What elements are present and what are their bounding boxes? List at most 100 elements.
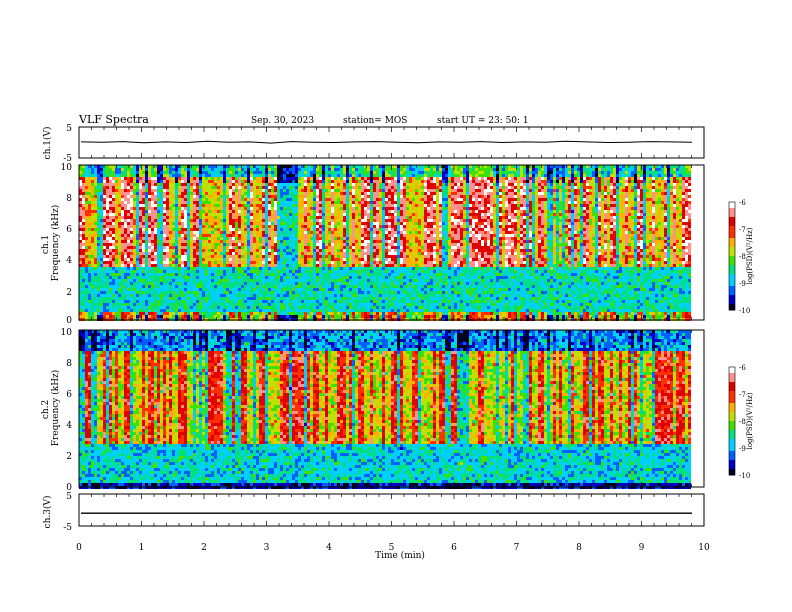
ch1-spectrogram-cell [139, 306, 142, 309]
ch1-spectrogram-cell [148, 189, 151, 192]
ch1-spectrogram-cell [265, 201, 268, 204]
ch1-spectrogram-cell [121, 264, 124, 267]
ch1-spectrogram-cell [199, 189, 202, 192]
ch1-spectrogram-cell [88, 291, 91, 294]
ch1-spectrogram-cell [121, 267, 124, 270]
ch1-spectrogram-cell [313, 252, 316, 255]
ch1-spectrogram-cell [112, 219, 115, 222]
ch1-spectrogram-cell [301, 261, 304, 264]
ch1-spectrogram-cell [166, 189, 169, 192]
ch1-spectrogram-cell [94, 183, 97, 186]
ch1-spectrogram-cell [181, 222, 184, 225]
ch1-spectrogram-cell [352, 315, 355, 318]
ch1-spectrogram-cell [220, 243, 223, 246]
ch1-spectrogram-cell [340, 279, 343, 282]
ch1-spectrogram-cell [337, 174, 340, 177]
ch1-spectrogram-cell [355, 216, 358, 219]
ch1-spectrogram-cell [199, 186, 202, 189]
ch1-spectrogram-cell [250, 198, 253, 201]
ch1-spectrogram-cell [268, 246, 271, 249]
ch1-spectrogram-cell [322, 276, 325, 279]
ch1-spectrogram-cell [157, 198, 160, 201]
ch1-spectrogram-cell [136, 216, 139, 219]
ch1-spectrogram-cell [256, 273, 259, 276]
ch1-spectrogram-cell [298, 207, 301, 210]
ch1-spectrogram-cell [157, 180, 160, 183]
ch1-spectrogram-cell [109, 315, 112, 318]
ch1-spectrogram-cell [175, 183, 178, 186]
ch1-spectrogram-cell [211, 291, 214, 294]
ch1-spectrogram-cell [328, 288, 331, 291]
ch1-spectrogram-cell [94, 312, 97, 315]
ch1-spectrogram-cell [163, 300, 166, 303]
ch1-spectrogram-cell [157, 225, 160, 228]
ch1-spectrogram-cell [277, 216, 280, 219]
ch1-spectrogram-cell [115, 171, 118, 174]
ch1-spectrogram-cell [112, 207, 115, 210]
ch1-spectrogram [79, 165, 704, 321]
ch1-spectrogram-cell [340, 297, 343, 300]
ch1-spectrogram-cell [97, 222, 100, 225]
ch1-spectrogram-cell [361, 291, 364, 294]
ch1-spectrogram-cell [334, 213, 337, 216]
ch1-spectrogram-cell [82, 237, 85, 240]
ch1-spectrogram-cell [130, 222, 133, 225]
ch1-spectrogram-cell [229, 195, 232, 198]
ch1-spectrogram-cell [202, 291, 205, 294]
ch1-spectrogram-cell [112, 312, 115, 315]
ch1-spectrogram-cell [91, 297, 94, 300]
ch1-spectrogram-cell [151, 228, 154, 231]
ch1-spectrogram-cell [349, 216, 352, 219]
ch1-spectrogram-cell [226, 246, 229, 249]
ch1-spectrogram-cell [151, 198, 154, 201]
ch1-spectrogram-cell [85, 216, 88, 219]
ch1-spectrogram-cell [283, 312, 286, 315]
ch1-spectrogram-cell [202, 288, 205, 291]
ch1-spectrogram-cell [145, 174, 148, 177]
ch1-spectrogram-cell [133, 210, 136, 213]
ch1-spectrogram-cell [103, 300, 106, 303]
ch1-spectrogram-cell [307, 246, 310, 249]
ch1-spectrogram-cell [364, 297, 367, 300]
ch1-spectrogram-cell [238, 243, 241, 246]
ch1-spectrogram-cell [295, 192, 298, 195]
ch1-spectrogram-cell [160, 201, 163, 204]
ch1-spectrogram-cell [184, 294, 187, 297]
ch1-spectrogram-cell [187, 243, 190, 246]
ch1-spectrogram-cell [142, 285, 145, 288]
ch1-spectrogram-cell [262, 174, 265, 177]
ch1-spectrogram-cell [286, 222, 289, 225]
ch1-spectrogram-cell [163, 246, 166, 249]
ch1-spectrogram-cell [247, 183, 250, 186]
ch1-spectrogram-cell [136, 300, 139, 303]
ch1-spectrogram-cell [139, 243, 142, 246]
ch1-spectrogram-cell [121, 195, 124, 198]
ch1-spectrogram-cell [97, 213, 100, 216]
ch1-spectrogram-cell [166, 228, 169, 231]
ch1-spectrogram-cell [289, 237, 292, 240]
ch1-spectrogram-cell [313, 273, 316, 276]
ch1-spectrogram-cell [109, 174, 112, 177]
ch1-spectrogram-cell [322, 258, 325, 261]
ch1-spectrogram-cell [286, 177, 289, 180]
ch1-spectrogram-cell [103, 249, 106, 252]
ch1-spectrogram-cell [97, 294, 100, 297]
ch1-spectrogram-cell [121, 180, 124, 183]
ch1-spectrogram-cell [268, 288, 271, 291]
ch1-spectrogram-cell [262, 255, 265, 258]
ch1-spectrogram-cell [349, 228, 352, 231]
ch1-spectrogram-cell [97, 300, 100, 303]
ch1-spectrogram-cell [274, 279, 277, 282]
ch1-spectrogram-cell [298, 186, 301, 189]
ch1-spectrogram-cell [175, 303, 178, 306]
ch1-spectrogram-cell [319, 213, 322, 216]
ch1-spectrogram-cell [151, 297, 154, 300]
ch1-spectrogram-cell [148, 291, 151, 294]
ch1-spectrogram-cell [319, 231, 322, 234]
ch1-spectrogram-cell [295, 243, 298, 246]
ch1-spectrogram-cell [298, 213, 301, 216]
ch1-spectrogram-cell [364, 249, 367, 252]
ch1-spectrogram-cell [85, 177, 88, 180]
ch1-spectrogram-cell [139, 204, 142, 207]
ch1-spectrogram-cell [133, 213, 136, 216]
